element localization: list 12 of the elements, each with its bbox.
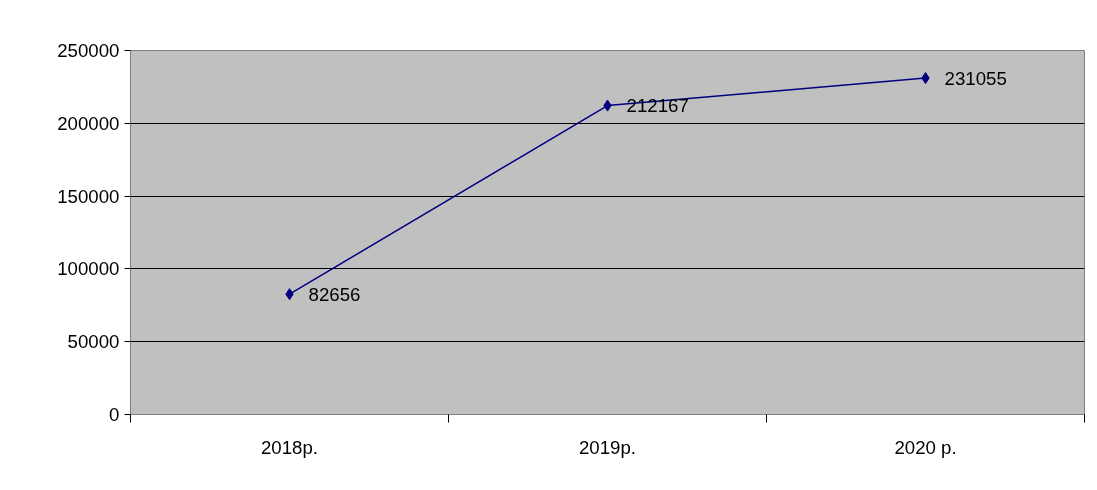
data-label: 82656: [308, 283, 361, 305]
y-tick-label: 100000: [57, 258, 120, 280]
y-tick-label: 50000: [67, 331, 120, 353]
x-tick-label: 2019р.: [578, 436, 637, 458]
y-tick-label: 150000: [57, 185, 120, 207]
y-tick-label: 200000: [57, 112, 120, 134]
x-tick-label: 2018р.: [260, 436, 319, 458]
y-tick-label: 0: [109, 404, 120, 425]
data-label: 231055: [944, 67, 1007, 89]
data-label: 212167: [626, 95, 689, 117]
x-tick-label: 2020 р.: [894, 436, 957, 458]
y-tick-label: 250000: [57, 40, 120, 61]
